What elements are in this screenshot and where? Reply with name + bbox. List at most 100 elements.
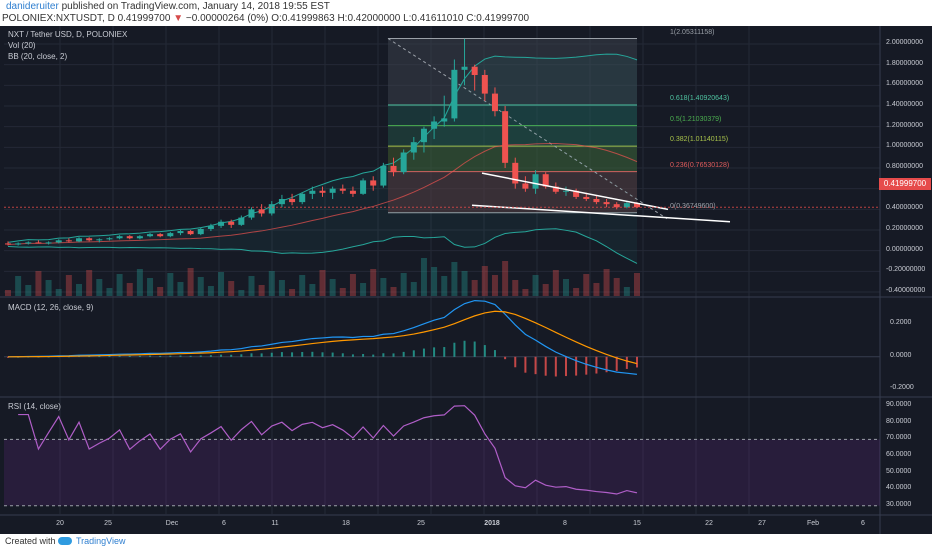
macd-histogram-bar [362, 354, 365, 357]
fib-trend-line [387, 38, 668, 220]
macd-histogram-bar [128, 355, 131, 357]
volume-bar [339, 288, 346, 296]
volume-bar [573, 288, 580, 296]
candle-body [299, 193, 306, 203]
chart-canvas[interactable] [0, 26, 932, 534]
macd-histogram-bar [189, 355, 192, 357]
rsi-axis-label: 70.0000 [886, 434, 912, 442]
price-axis-label: 1.80000000 [886, 59, 923, 67]
price-axis-label: 0.00000000 [886, 245, 923, 253]
time-axis-label: 8 [563, 520, 567, 527]
volume-bar [248, 276, 255, 296]
symbol-name: POLONIEX:NXTUSDT, D [2, 13, 115, 24]
volume-bar [451, 262, 458, 296]
candle-body [603, 202, 610, 205]
time-axis-label: 25 [104, 520, 112, 527]
volume-bar [289, 289, 296, 296]
candle-body [45, 242, 52, 244]
candle-body [400, 152, 407, 173]
volume-bar [512, 280, 519, 296]
macd-histogram-bar [331, 352, 334, 357]
price-axis-label: 0.20000000 [886, 225, 923, 232]
rsi-axis-label: 50.0000 [886, 467, 912, 475]
macd-histogram-bar [463, 340, 466, 357]
candle-body [390, 165, 397, 173]
publish-line: danideruiter published on TradingView.co… [6, 1, 330, 13]
volume-bar [35, 271, 42, 296]
macd-histogram-bar [98, 356, 101, 358]
macd-histogram-bar [220, 354, 223, 357]
macd-histogram-bar [108, 355, 111, 357]
candle-body [228, 221, 235, 225]
macd-histogram-bar [534, 356, 537, 375]
candle-body [349, 190, 356, 194]
time-axis-label: 20 [56, 520, 64, 527]
volume-bar [329, 279, 336, 296]
wedge-lower-line [471, 204, 731, 223]
volume-bar [410, 282, 417, 296]
macd-histogram-bar [372, 354, 375, 357]
price-axis-label: 1.00000000 [886, 142, 923, 150]
candle-body [329, 188, 336, 193]
candle-body [481, 75, 488, 94]
macd-histogram-bar [615, 356, 618, 371]
candle-body [258, 209, 265, 214]
candle-body [25, 242, 32, 244]
volume-bar [136, 269, 143, 296]
candle-body [522, 183, 529, 189]
macd-axis-label: 0.2000 [890, 319, 912, 327]
candle-body [431, 121, 438, 129]
volume-bar [481, 266, 488, 296]
rsi-axis-label: 60.0000 [886, 451, 912, 458]
rsi-line [18, 405, 638, 495]
time-axis-label: 6 [861, 520, 865, 527]
price-axis-label: 2.00000000 [886, 39, 923, 46]
candle-body [420, 128, 427, 143]
volume-bar [400, 273, 407, 296]
bollinger-fill [8, 54, 637, 264]
ohlc-low: L:0.41611010 [403, 13, 464, 24]
macd-histogram-bar [595, 356, 598, 374]
macd-histogram-bar [412, 350, 415, 357]
candle-body [339, 188, 346, 191]
price-axis-label: 1.20000000 [886, 121, 923, 129]
volume-bar [461, 271, 468, 296]
macd-histogram-bar [291, 352, 294, 357]
candle-body [65, 240, 72, 242]
macd-histogram-bar [280, 352, 283, 357]
author-link[interactable]: danideruiter [6, 1, 59, 12]
candle-body [136, 236, 143, 239]
time-axis-label: Dec [165, 520, 179, 527]
chart-area[interactable]: NXT / Tether USD, D, POLONIEX Vol (20) B… [0, 26, 932, 534]
candle-body [177, 231, 184, 234]
ohlc-high: H:0.42000000 [337, 13, 401, 24]
candle-body [278, 199, 285, 205]
time-axis-label: 27 [758, 520, 766, 527]
macd-histogram-bar [250, 353, 253, 357]
volume-bar [380, 278, 387, 296]
candle-body [410, 142, 417, 153]
tradingview-brand[interactable]: TradingView [76, 536, 126, 546]
volume-bar [197, 277, 204, 296]
volume-bar [116, 274, 123, 296]
bollinger-upper [7, 53, 638, 243]
time-axis-label: 22 [705, 520, 713, 527]
volume-bar [491, 275, 498, 296]
volume-bar [634, 273, 640, 296]
candle-body [562, 190, 569, 192]
candle-body [157, 234, 164, 237]
ohlc-open: O:0.41999863 [271, 13, 335, 24]
volume-bar [309, 284, 316, 296]
price-axis-label: 1.60000000 [886, 80, 923, 88]
time-axis-label: 6 [222, 520, 226, 527]
price-axis-label: 1.40000000 [886, 101, 923, 108]
volume-bar [562, 279, 569, 296]
macd-histogram-bar [260, 353, 263, 357]
volume-bar [278, 280, 285, 296]
macd-histogram-bar [422, 348, 425, 357]
volume-bar [86, 270, 93, 296]
candle-body [370, 180, 377, 186]
volume-bar [390, 287, 397, 296]
rsi-axis-label: 90.0000 [886, 401, 912, 409]
legend-rsi: RSI (14, close) [8, 402, 61, 411]
